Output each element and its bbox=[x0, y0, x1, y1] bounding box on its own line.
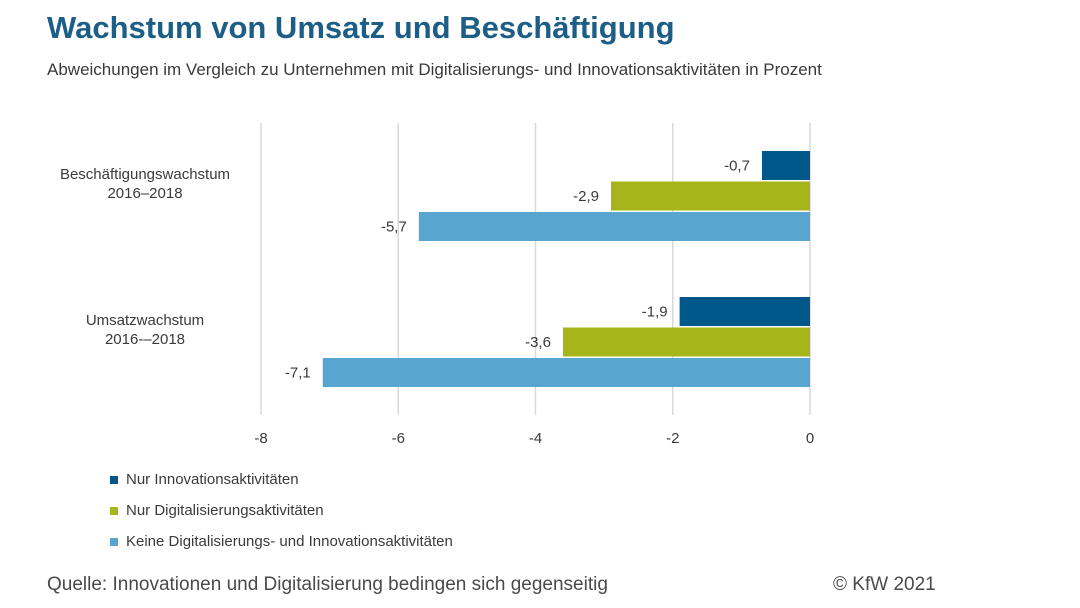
legend-swatch bbox=[110, 475, 118, 484]
legend-label: Nur Digitalisierungsaktivitäten bbox=[126, 502, 324, 519]
bar bbox=[418, 212, 810, 241]
bar bbox=[322, 358, 810, 387]
x-tick-label: 0 bbox=[806, 430, 814, 447]
source-note: Quelle: Innovationen und Digitalisierung… bbox=[47, 574, 608, 595]
bar-value-label: -5,7 bbox=[381, 219, 407, 236]
legend-label: Keine Digitalisierungs- und Innovationsa… bbox=[126, 533, 453, 550]
chart-legend: Nur Innovationsaktivitäten Nur Digitalisi… bbox=[110, 464, 453, 557]
category-label: Beschäftigungswachstum bbox=[60, 166, 230, 183]
x-tick-label: -8 bbox=[254, 430, 267, 447]
bar bbox=[610, 181, 810, 211]
legend-item: Nur Digitalisierungsaktivitäten bbox=[110, 495, 453, 526]
legend-swatch bbox=[110, 506, 118, 515]
chart-subtitle: Abweichungen im Vergleich zu Unternehmen… bbox=[47, 60, 822, 79]
legend-swatch bbox=[110, 537, 118, 546]
category-label: 2016-–2018 bbox=[105, 331, 185, 348]
copyright-note: © KfW 2021 bbox=[833, 574, 936, 595]
legend-label: Nur Innovationsaktivitäten bbox=[126, 471, 299, 488]
legend-item: Nur Innovationsaktivitäten bbox=[110, 464, 453, 495]
category-label: 2016–2018 bbox=[107, 185, 182, 202]
category-label: Umsatzwachstum bbox=[86, 312, 204, 329]
bar-value-label: -3,6 bbox=[525, 334, 551, 351]
x-tick-label: -6 bbox=[392, 430, 405, 447]
bar bbox=[679, 297, 810, 326]
chart-title: Wachstum von Umsatz und Beschäftigung bbox=[47, 10, 675, 45]
bar-value-label: -0,7 bbox=[724, 158, 750, 175]
bar-value-label: -2,9 bbox=[573, 188, 599, 205]
bar bbox=[761, 151, 810, 180]
bar-chart: -0,7 -2,9 -5,7 -1,9 -3,6 -7,1 -8 -6 -4 -2 0 Besch… bbox=[60, 123, 814, 447]
bar-value-label: -1,9 bbox=[642, 304, 668, 321]
x-tick-label: -4 bbox=[529, 430, 542, 447]
legend-item: Keine Digitalisierungs- und Innovationsa… bbox=[110, 526, 453, 557]
bar-value-label: -7,1 bbox=[285, 365, 311, 382]
bar bbox=[562, 327, 810, 357]
x-tick-label: -2 bbox=[666, 430, 679, 447]
